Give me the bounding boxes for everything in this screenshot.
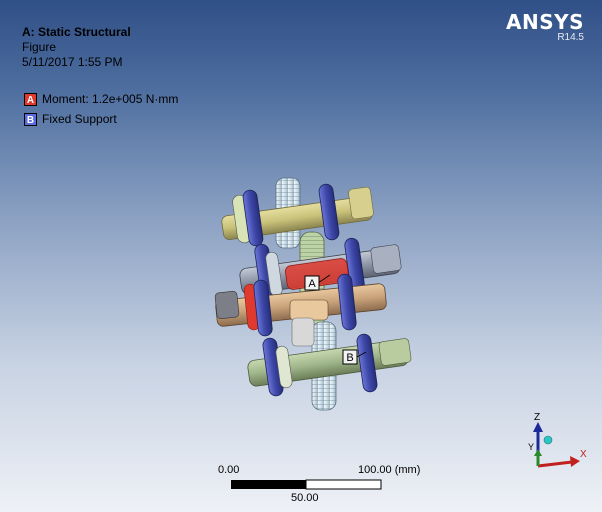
legend-item-moment[interactable]: A Moment: 1.2e+005 N·mm bbox=[24, 90, 178, 108]
scale-end-label: 100.00 (mm) bbox=[358, 464, 421, 476]
scale-start-label: 0.00 bbox=[218, 464, 240, 476]
fixed-support-marker[interactable]: B bbox=[342, 349, 367, 365]
ansys-logo-text: ANSYS bbox=[505, 10, 584, 34]
fixed-support-marker-label: B bbox=[346, 352, 353, 364]
shaft-tan[interactable] bbox=[214, 273, 387, 337]
ansys-logo: ANSYS R14.5 bbox=[506, 10, 584, 43]
moment-tag: A bbox=[24, 92, 37, 106]
triad-z-label: Z bbox=[534, 412, 540, 423]
triad-iso-ball bbox=[543, 435, 553, 445]
moment-marker[interactable]: A bbox=[304, 274, 331, 291]
triad-y-label: Y bbox=[528, 442, 534, 452]
ansys-version: R14.5 bbox=[557, 32, 584, 43]
analysis-title: A: Static Structural bbox=[22, 25, 131, 39]
moment-label: Moment: 1.2e+005 N·mm bbox=[42, 92, 179, 106]
shaft-yellow[interactable] bbox=[221, 183, 374, 247]
figure-header: A: Static Structural Figure 5/11/2017 1:… bbox=[22, 25, 131, 70]
shaft-gray[interactable] bbox=[239, 237, 402, 305]
figure-subtitle: Figure bbox=[22, 40, 57, 54]
boundary-condition-legend: A Moment: 1.2e+005 N·mm B Fixed Support bbox=[24, 90, 178, 130]
fixed-support-tag: B bbox=[24, 112, 37, 126]
moment-marker-label: A bbox=[308, 278, 316, 290]
legend-item-fixed-support[interactable]: B Fixed Support bbox=[24, 110, 178, 128]
shaft-green[interactable] bbox=[247, 333, 412, 397]
fixed-support-label: Fixed Support bbox=[42, 112, 117, 126]
figure-timestamp: 5/11/2017 1:55 PM bbox=[22, 55, 123, 69]
triad-x-label: X bbox=[580, 449, 587, 460]
scale-mid-label: 50.00 bbox=[291, 492, 319, 504]
coordinate-triad[interactable]: Z X Y bbox=[510, 410, 590, 480]
